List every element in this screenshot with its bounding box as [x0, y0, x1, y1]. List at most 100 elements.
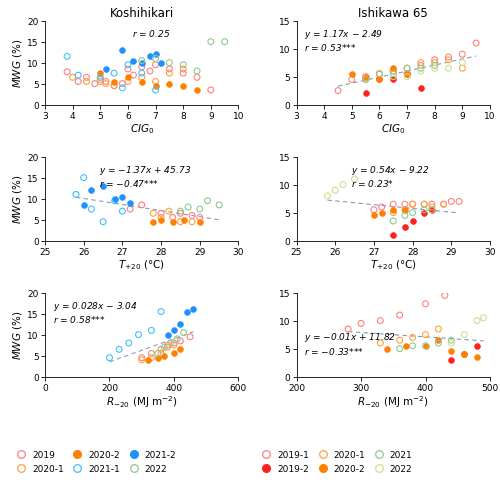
Point [324, 192, 332, 200]
Point [167, 339, 175, 347]
Point [170, 342, 178, 349]
Point [422, 300, 430, 308]
Point [220, 39, 228, 47]
Point [444, 65, 452, 73]
Point [124, 66, 132, 73]
Point [157, 346, 165, 353]
Point [124, 62, 132, 70]
Point [168, 214, 176, 222]
Point [80, 174, 88, 182]
Point [165, 208, 173, 216]
Point [408, 201, 416, 209]
Point [390, 71, 398, 79]
Point [458, 51, 466, 59]
Point [362, 90, 370, 98]
Point [401, 206, 409, 214]
X-axis label: $CIG_0$: $CIG_0$ [381, 122, 406, 136]
Point [82, 74, 90, 82]
Y-axis label: $MWG$ (%): $MWG$ (%) [12, 39, 24, 88]
Point [126, 206, 134, 214]
Point [110, 79, 118, 86]
Point [118, 85, 126, 93]
Point [473, 342, 481, 350]
Point [96, 70, 104, 78]
Point [96, 79, 104, 86]
Point [428, 206, 436, 214]
Point [417, 60, 425, 67]
Point [138, 79, 145, 86]
Point [138, 356, 145, 364]
Point [401, 201, 409, 209]
Point [362, 73, 370, 81]
Point [401, 212, 409, 220]
Point [434, 325, 442, 333]
Point [390, 209, 398, 217]
Point [441, 292, 449, 300]
Point [138, 58, 145, 65]
Point [146, 68, 154, 76]
Point [138, 74, 145, 82]
Point [417, 65, 425, 73]
Point [331, 187, 339, 195]
Point [430, 62, 438, 70]
Point [420, 201, 428, 209]
Point [403, 71, 411, 79]
Point [196, 206, 204, 214]
Point [138, 64, 145, 72]
Point [110, 195, 118, 203]
Point [428, 201, 436, 209]
Point [157, 216, 165, 224]
Point [396, 312, 404, 319]
Point [68, 74, 76, 82]
Point [401, 223, 409, 231]
Point [472, 40, 480, 48]
Point [160, 352, 168, 360]
Point [420, 201, 428, 209]
Text: $y$ = 0.54$x$ − 9.22
$r$ = 0.23*: $y$ = 0.54$x$ − 9.22 $r$ = 0.23* [350, 163, 430, 189]
Point [448, 356, 456, 364]
Point [179, 62, 187, 70]
X-axis label: $R_{-20}$ (MJ m$^{-2}$): $R_{-20}$ (MJ m$^{-2}$) [358, 394, 429, 409]
Point [157, 210, 165, 218]
Point [176, 321, 184, 328]
Point [390, 206, 398, 214]
Point [179, 70, 187, 78]
Point [184, 204, 192, 211]
Point [88, 206, 96, 214]
Point [196, 218, 204, 226]
Point [176, 218, 184, 226]
Point [152, 83, 160, 90]
Point [166, 66, 173, 73]
Point [215, 202, 223, 209]
Point [408, 334, 416, 342]
Point [473, 353, 481, 361]
Point [420, 206, 428, 214]
Point [157, 308, 165, 316]
Point [444, 54, 452, 62]
Point [154, 354, 162, 362]
Point [179, 83, 187, 90]
Text: $y$ = 0.028$x$ − 3.04
$r$ = 0.58***: $y$ = 0.028$x$ − 3.04 $r$ = 0.58*** [52, 299, 138, 324]
Point [376, 317, 384, 325]
Point [157, 350, 165, 358]
Point [110, 70, 118, 78]
Point [430, 65, 438, 73]
Point [378, 209, 386, 217]
Point [88, 187, 96, 195]
Point [179, 66, 187, 73]
Point [444, 57, 452, 64]
Point [74, 79, 82, 86]
Point [138, 60, 145, 67]
Point [180, 216, 188, 224]
Point [193, 87, 201, 95]
X-axis label: $T_{+20}$ (°C): $T_{+20}$ (°C) [370, 258, 416, 271]
Point [396, 345, 404, 353]
Point [170, 350, 178, 358]
Point [344, 325, 352, 333]
Text: $y$ = −0.01$x$ + 11.82
$r$ = −0.33***: $y$ = −0.01$x$ + 11.82 $r$ = −0.33*** [304, 331, 396, 357]
Point [152, 56, 160, 63]
Point [102, 79, 110, 86]
Point [422, 331, 430, 339]
Point [102, 81, 110, 88]
X-axis label: $R_{-20}$ (MJ m$^{-2}$): $R_{-20}$ (MJ m$^{-2}$) [106, 394, 178, 409]
